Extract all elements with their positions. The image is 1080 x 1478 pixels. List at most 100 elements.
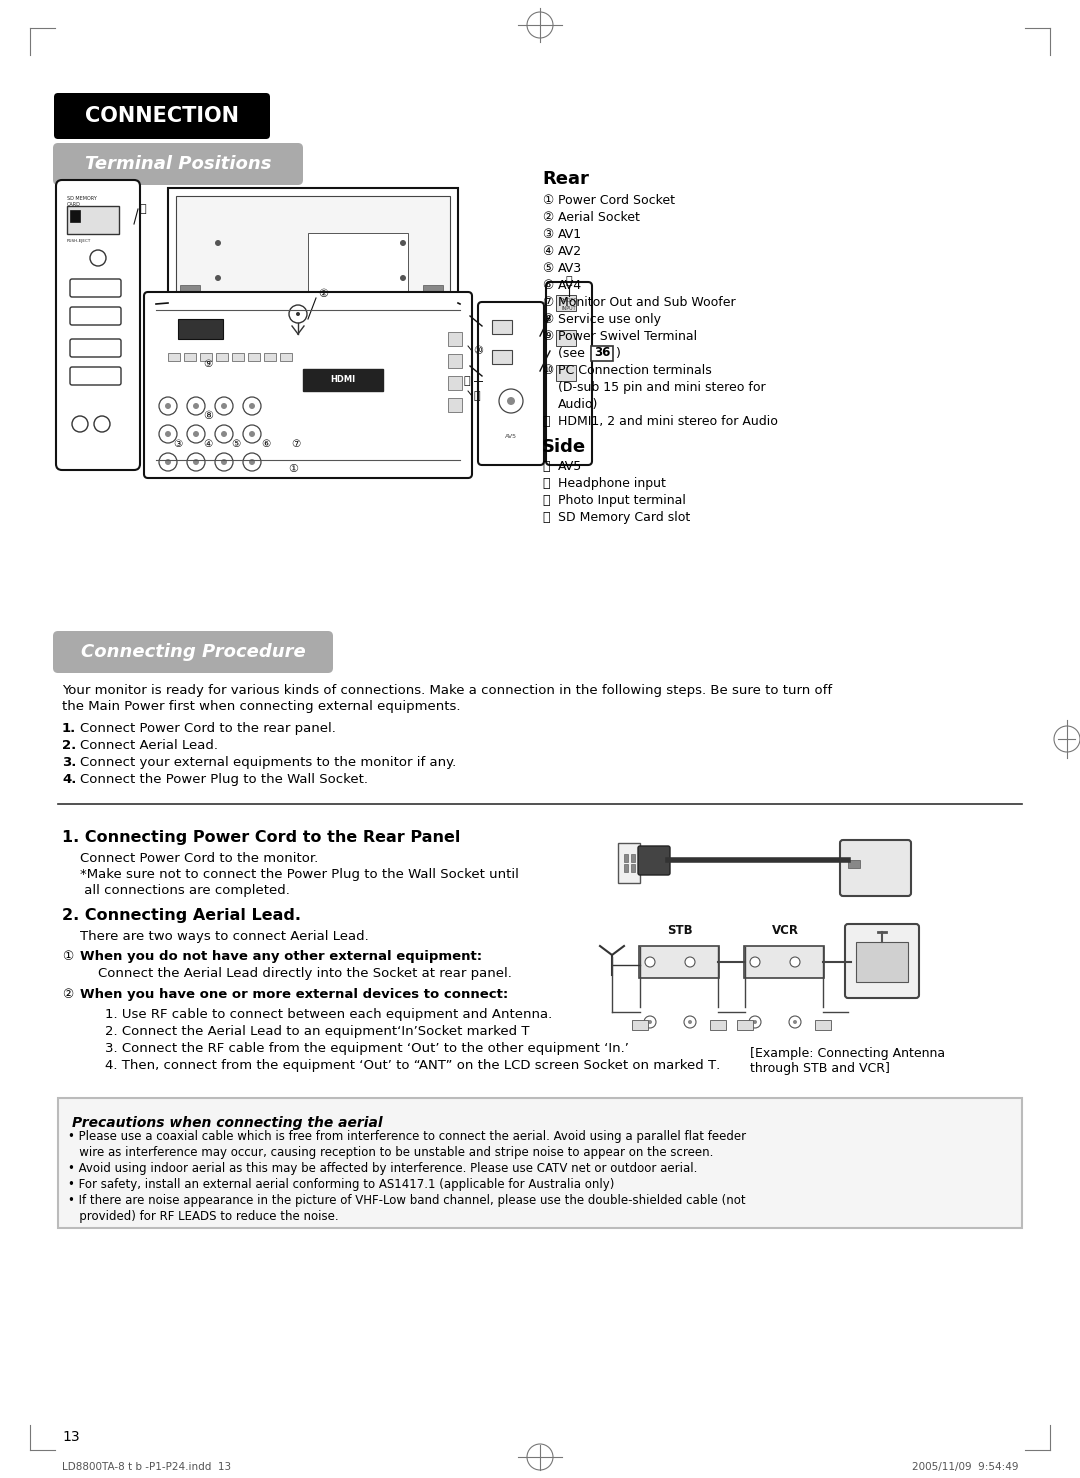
Circle shape (753, 1020, 757, 1024)
Text: Terminal Positions: Terminal Positions (84, 155, 271, 173)
Circle shape (750, 956, 760, 967)
Bar (856, 941, 908, 981)
FancyBboxPatch shape (591, 346, 613, 361)
Polygon shape (258, 303, 368, 333)
Bar (815, 1020, 831, 1030)
Circle shape (243, 398, 261, 415)
Text: VCR: VCR (771, 924, 798, 937)
Circle shape (159, 452, 177, 471)
Text: (D-sub 15 pin and mini stereo for: (D-sub 15 pin and mini stereo for (558, 381, 766, 395)
Text: Power Swivel Terminal: Power Swivel Terminal (558, 330, 697, 343)
Bar (176, 197, 450, 296)
Bar (264, 353, 276, 361)
FancyBboxPatch shape (53, 631, 333, 672)
Circle shape (187, 426, 205, 443)
Text: ③: ③ (174, 439, 183, 449)
Text: Headphone input: Headphone input (558, 477, 666, 491)
Bar (492, 321, 512, 334)
FancyBboxPatch shape (478, 302, 544, 466)
Text: AV2: AV2 (558, 245, 582, 259)
Text: SD Memory Card slot: SD Memory Card slot (558, 511, 690, 525)
Circle shape (159, 426, 177, 443)
Text: ①: ① (62, 950, 73, 964)
Bar (448, 398, 462, 412)
Circle shape (221, 460, 227, 466)
FancyBboxPatch shape (638, 845, 670, 875)
Circle shape (499, 389, 523, 412)
Circle shape (648, 1020, 652, 1024)
Bar (180, 285, 200, 293)
Text: Connect Power Cord to the rear panel.: Connect Power Cord to the rear panel. (80, 721, 336, 735)
Text: 4.: 4. (62, 773, 77, 786)
Text: ): ) (616, 347, 621, 361)
Text: Side: Side (542, 437, 586, 457)
Circle shape (215, 426, 233, 443)
FancyBboxPatch shape (53, 143, 303, 185)
Bar (710, 1020, 726, 1030)
Text: HDMI1, 2 and mini stereo for Audio: HDMI1, 2 and mini stereo for Audio (558, 415, 778, 429)
Text: ⑮: ⑮ (139, 204, 146, 214)
FancyBboxPatch shape (744, 946, 824, 978)
FancyBboxPatch shape (845, 924, 919, 998)
Text: LD8800TA-8 t b -P1-P24.indd  13: LD8800TA-8 t b -P1-P24.indd 13 (62, 1462, 231, 1472)
Circle shape (94, 415, 110, 432)
Bar (556, 365, 576, 381)
FancyBboxPatch shape (639, 946, 719, 978)
Text: When you do not have any other external equipment:: When you do not have any other external … (80, 950, 482, 964)
Text: Connect the Power Plug to the Wall Socket.: Connect the Power Plug to the Wall Socke… (80, 773, 368, 786)
Text: ④: ④ (542, 245, 553, 259)
Circle shape (688, 1020, 692, 1024)
Text: ①: ① (288, 464, 298, 474)
Text: through STB and VCR]: through STB and VCR] (750, 1063, 890, 1075)
Text: ⑨: ⑨ (542, 330, 553, 343)
Text: • If there are noise appearance in the picture of VHF-Low band channel, please u: • If there are noise appearance in the p… (68, 1194, 745, 1208)
Circle shape (243, 452, 261, 471)
Circle shape (249, 403, 255, 409)
Circle shape (165, 460, 171, 466)
Text: Connect Power Cord to the monitor.: Connect Power Cord to the monitor. (80, 851, 319, 865)
Text: ①: ① (542, 194, 553, 207)
Text: Rear: Rear (542, 170, 589, 188)
Text: ⑬: ⑬ (542, 477, 550, 491)
FancyBboxPatch shape (144, 293, 472, 477)
Circle shape (685, 956, 696, 967)
Bar (624, 854, 627, 862)
Bar (631, 865, 635, 872)
Text: 3.: 3. (62, 757, 77, 769)
Bar (216, 353, 228, 361)
Text: ⑧: ⑧ (203, 411, 213, 421)
Circle shape (193, 403, 199, 409)
Text: 1. Use RF cable to connect between each equipment and Antenna.: 1. Use RF cable to connect between each … (105, 1008, 552, 1021)
Text: 2005/11/09  9:54:49: 2005/11/09 9:54:49 (912, 1462, 1018, 1472)
Text: ⑧: ⑧ (542, 313, 553, 327)
Text: AV3: AV3 (558, 262, 582, 275)
Text: ②: ② (318, 290, 328, 299)
Bar (737, 1020, 753, 1030)
Bar (556, 296, 576, 310)
Bar (448, 375, 462, 390)
Bar (632, 1020, 648, 1030)
Text: • Avoid using indoor aerial as this may be affected by interference. Please use : • Avoid using indoor aerial as this may … (68, 1162, 698, 1175)
Text: *Make sure not to connect the Power Plug to the Wall Socket until: *Make sure not to connect the Power Plug… (80, 868, 518, 881)
Bar (178, 319, 222, 338)
Text: AV5: AV5 (505, 433, 517, 439)
FancyBboxPatch shape (546, 282, 592, 466)
Circle shape (507, 398, 515, 405)
Text: Photo Input terminal: Photo Input terminal (558, 494, 686, 507)
Text: PC Connection terminals: PC Connection terminals (558, 364, 712, 377)
Text: ④: ④ (203, 439, 213, 449)
Text: CONNECTION: CONNECTION (85, 106, 239, 126)
Text: (see: (see (558, 347, 589, 361)
Text: AV5: AV5 (558, 460, 582, 473)
Circle shape (215, 275, 221, 281)
Bar (248, 353, 260, 361)
Circle shape (789, 1015, 801, 1029)
Bar (168, 353, 180, 361)
Circle shape (249, 432, 255, 437)
Text: Connect your external equipments to the monitor if any.: Connect your external equipments to the … (80, 757, 456, 769)
Text: Service use only: Service use only (558, 313, 661, 327)
Bar (618, 842, 640, 882)
Circle shape (684, 1015, 696, 1029)
Text: ⑮: ⑮ (542, 511, 550, 525)
Bar (308, 234, 408, 293)
